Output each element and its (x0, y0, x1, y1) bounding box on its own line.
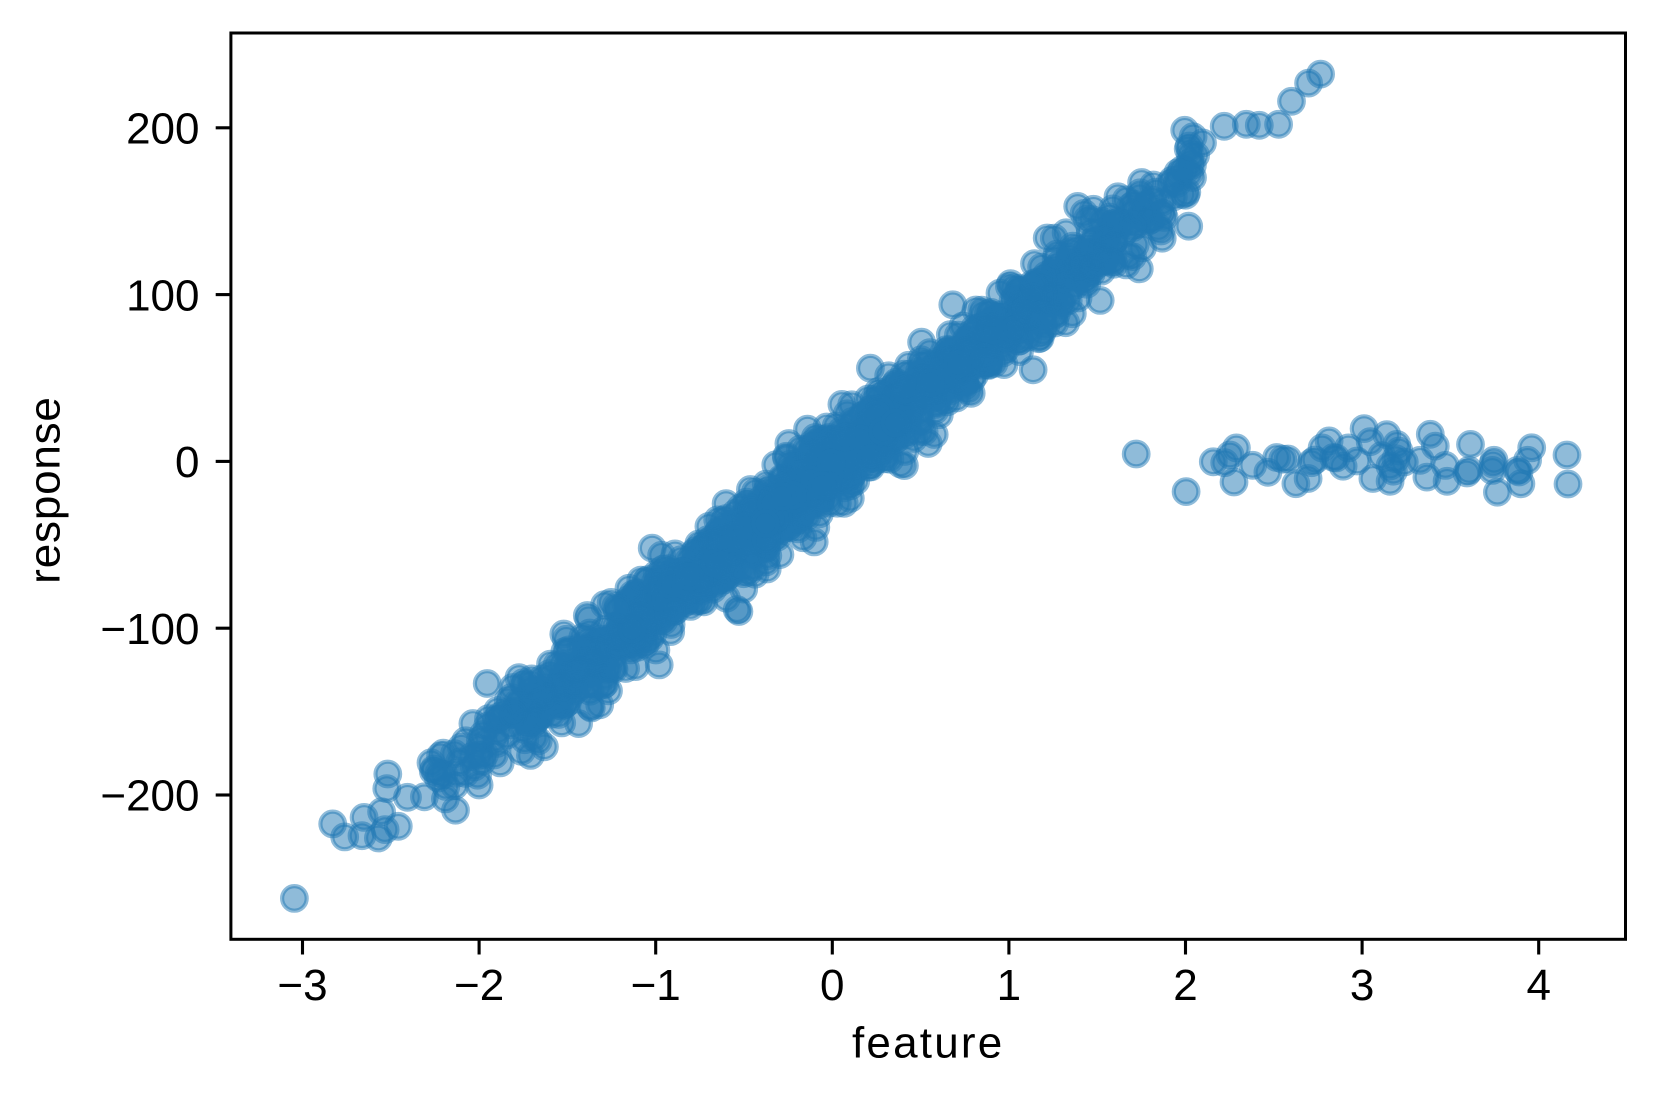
svg-text:0: 0 (820, 961, 844, 1010)
svg-text:3: 3 (1350, 961, 1374, 1010)
svg-text:−1: −1 (631, 961, 681, 1010)
svg-text:100: 100 (126, 271, 199, 320)
svg-text:−100: −100 (100, 605, 199, 654)
svg-text:−200: −200 (100, 772, 199, 821)
svg-text:200: 200 (126, 105, 199, 154)
svg-text:−3: −3 (277, 961, 327, 1010)
svg-text:0: 0 (175, 438, 199, 487)
svg-text:response: response (21, 396, 70, 583)
svg-text:feature: feature (852, 1019, 1004, 1068)
svg-text:2: 2 (1173, 961, 1197, 1010)
svg-text:1: 1 (997, 961, 1021, 1010)
svg-text:−2: −2 (454, 961, 504, 1010)
svg-text:4: 4 (1526, 961, 1550, 1010)
